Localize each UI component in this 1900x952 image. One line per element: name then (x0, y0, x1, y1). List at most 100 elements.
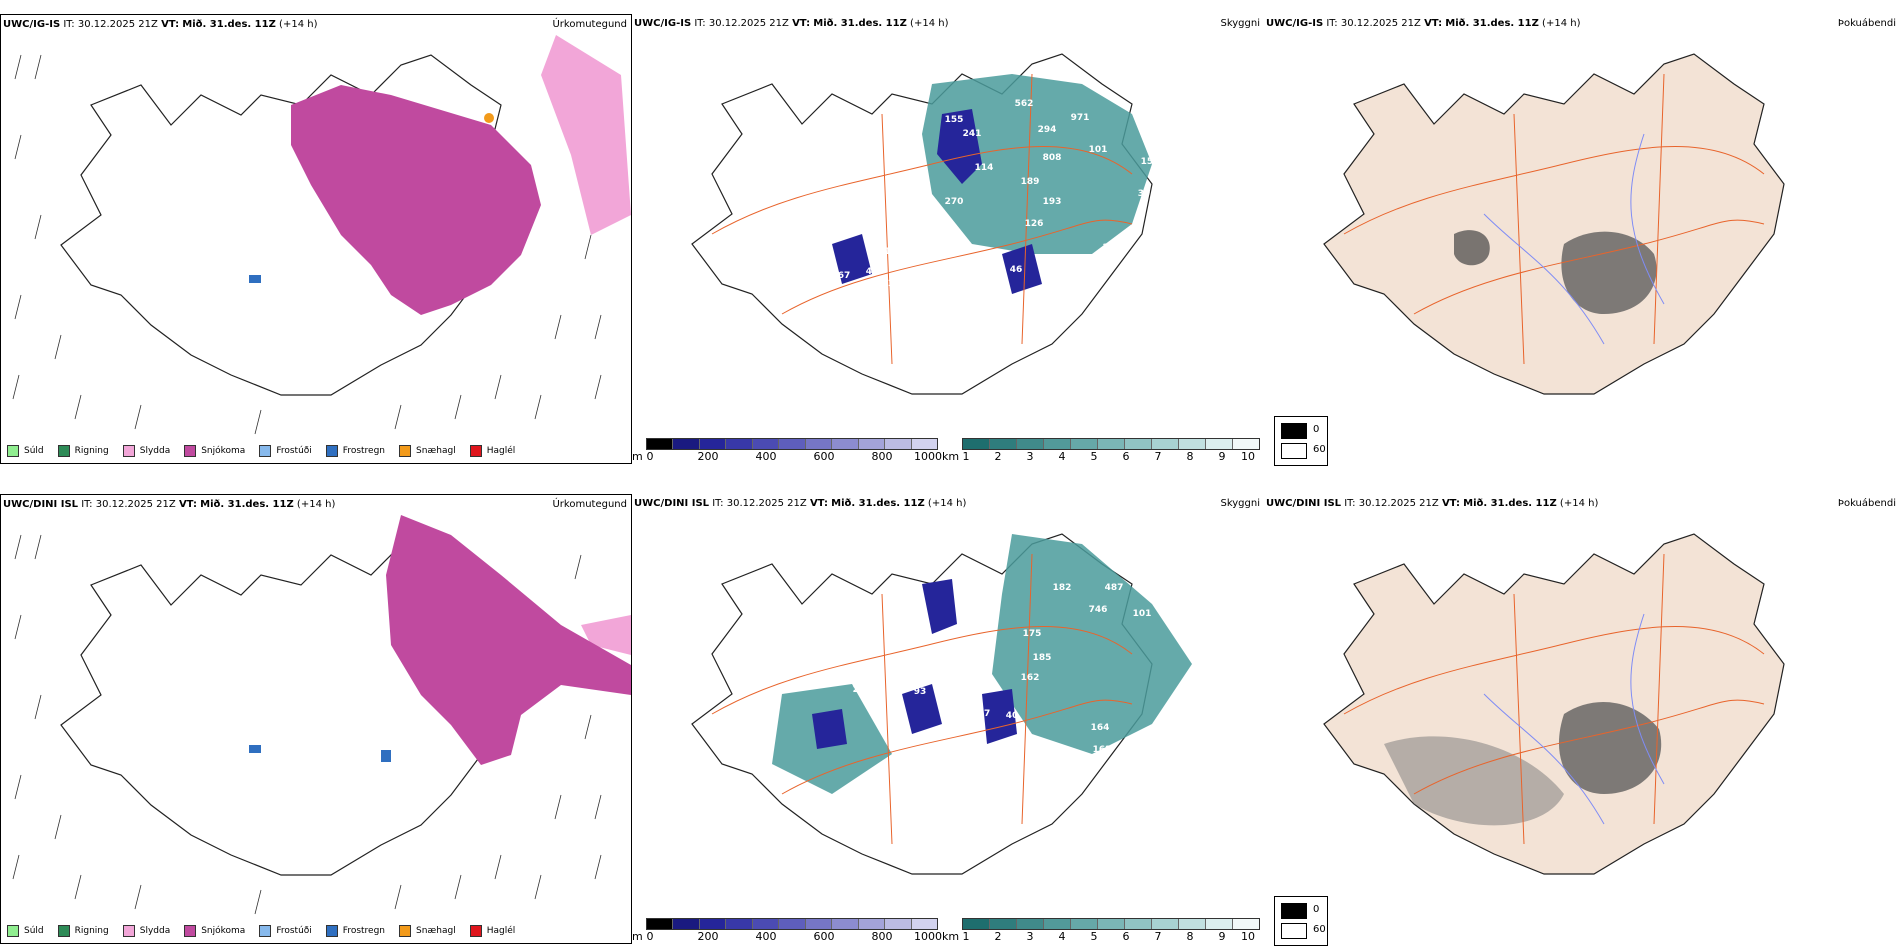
iceland-land (1323, 53, 1785, 395)
cloudbase-label: 57 (848, 375, 861, 385)
legend-item: Haglél (469, 445, 515, 457)
swatch (184, 445, 197, 457)
cloudbase-label: 182 (1053, 583, 1072, 593)
cloudbase-tick: 0 (646, 450, 654, 463)
cloudbase-label: 97 (860, 357, 873, 367)
cloudbase-bar (646, 918, 938, 930)
swatch (325, 925, 338, 937)
fog-label: 0 (1313, 424, 1320, 435)
visibility-tick: 5 (1090, 450, 1098, 463)
cloudbase-label: 808 (1043, 153, 1062, 163)
fog-area (1454, 230, 1490, 266)
cloudbase-colorbar-bottom: m 0 200 400 600 800 1000 (632, 918, 942, 952)
cloudbase-label: 270 (945, 197, 964, 207)
precip-title-bottom: UWC/DINI ISL IT: 30.12.2025 21Z VT: Mið.… (3, 499, 336, 510)
cloudbase-label: 175 (1023, 629, 1042, 639)
cloudbase-label: 164 (1091, 723, 1110, 733)
cloudbase-label: 40 (1006, 711, 1019, 721)
swatch (184, 925, 197, 937)
cloudbase-label: 93 (914, 687, 927, 697)
cloudbase-label: 746 (1089, 605, 1108, 615)
cloudbase-label: 193 (1043, 197, 1062, 207)
legend-item: Slydda (122, 445, 170, 457)
cloudbase-tick: 800 (871, 930, 893, 943)
cloudbase-label: 162 (1093, 745, 1112, 755)
legend-item: Frostúði (259, 445, 312, 457)
swatch (122, 925, 135, 937)
cloudbase-label: 97 (866, 847, 879, 857)
swatch (399, 445, 412, 457)
legend-item: Rigning (57, 445, 109, 457)
swatch (325, 445, 338, 457)
fog-label: 0 (1313, 904, 1320, 915)
cloudbase-label: 48 (866, 267, 879, 277)
fog-panel-bottom: UWC/DINI ISL IT: 30.12.2025 21Z VT: Mið.… (1264, 494, 1900, 946)
cloudbase-label: 67 (838, 271, 851, 281)
fog-swatch (1281, 423, 1307, 439)
fog-title-bottom: UWC/DINI ISL IT: 30.12.2025 21Z VT: Mið.… (1266, 498, 1599, 509)
cloudbase-tick: 200 (697, 450, 719, 463)
swatch (469, 925, 482, 937)
cloud-right-title-top: Skyggni (1220, 18, 1260, 29)
cloudbase-label: 744 (1163, 727, 1182, 737)
precip-type-panel-top: UWC/IG-IS IT: 30.12.2025 21Z VT: Mið. 31… (0, 14, 632, 464)
visibility-tick: 1 (962, 930, 970, 943)
cloudbase-tick: 400 (755, 450, 777, 463)
fog-map-top (1323, 53, 1785, 395)
cloudbase-label: 38 (976, 623, 989, 633)
cloudbase-label: 126 (1025, 219, 1044, 229)
cloudbase-label: 162 (1021, 673, 1040, 683)
fog-swatch (1281, 443, 1307, 459)
cloudbase-tick: 200 (697, 930, 719, 943)
precip-title-top: UWC/IG-IS IT: 30.12.2025 21Z VT: Mið. 31… (3, 19, 318, 30)
visibility-tick: 10 (1241, 930, 1255, 943)
cloud-right-title-bottom: Skyggni (1220, 498, 1260, 509)
snow-area (291, 85, 541, 315)
fog-map-bottom (1323, 533, 1785, 875)
cloudbase-label: 241 (963, 129, 982, 139)
visibility-tick: 5 (1090, 930, 1098, 943)
visibility-area (922, 74, 1152, 254)
cloudbase-tick: 600 (813, 930, 835, 943)
cloudbase-unit: m (632, 930, 643, 943)
swatch (122, 445, 135, 457)
visibility-tick: 9 (1218, 930, 1226, 943)
visibility-unit: km (942, 450, 960, 463)
cloudbase-label: 201 (1093, 263, 1112, 273)
precip-legend-bottom: Súld Rigning Slydda Snjókoma Frostúði Fr… (7, 925, 529, 937)
cloudbase-colorbar-top: m 0 200 400 600 800 1000 (632, 438, 942, 472)
fog-right-title-top: Þokuábendi (1837, 18, 1896, 29)
ice-pellet-spot (484, 113, 494, 123)
swatch (7, 925, 19, 937)
legend-item: Snæhagl (399, 925, 456, 937)
legend-item: Slydda (122, 925, 170, 937)
visibility-tick: 8 (1186, 930, 1194, 943)
visibility-tick: 4 (1058, 450, 1066, 463)
visibility-tick: 9 (1218, 450, 1226, 463)
cloudbase-label: 39 (1138, 189, 1151, 199)
visibility-tick: 8 (1186, 450, 1194, 463)
cloudbase-unit: m (632, 450, 643, 463)
legend-item: Rigning (57, 925, 109, 937)
legend-item: Snjókoma (184, 925, 245, 937)
freezing-rain-spot (249, 745, 261, 753)
rivers (1483, 133, 1665, 345)
cloudbase-tick: 800 (871, 450, 893, 463)
legend-item: Haglél (469, 925, 515, 937)
visibility-area (772, 534, 1192, 794)
cloud-title-bottom: UWC/DINI ISL IT: 30.12.2025 21Z VT: Mið.… (634, 498, 967, 509)
precip-map-top (12, 35, 631, 435)
fog-swatch (1281, 923, 1307, 939)
cloudbase-area (812, 579, 1017, 749)
swatch (259, 445, 272, 457)
fog-right-title-bottom: Þokuábendi (1837, 498, 1896, 509)
visibility-bar (962, 918, 1260, 930)
cloudbase-label: 562 (1015, 99, 1034, 109)
legend-item: Snæhagl (399, 445, 456, 457)
cloudbase-label: 72 (886, 681, 899, 691)
cloudbase-label: 67 (978, 709, 991, 719)
freezing-rain-spot (249, 275, 261, 283)
fog-label: 60 (1313, 444, 1326, 455)
